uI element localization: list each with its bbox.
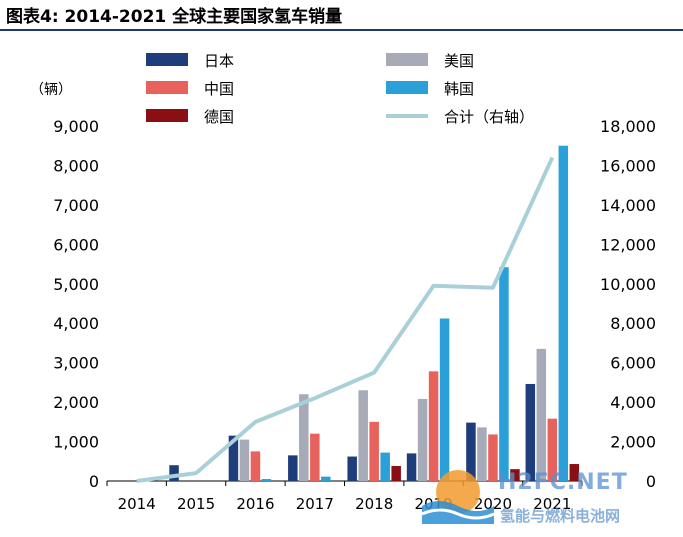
bar <box>417 398 428 481</box>
watermark-logo-icon <box>421 470 495 524</box>
bar <box>466 422 476 481</box>
y2-tick-label: 14,000 <box>600 196 656 215</box>
chart-title: 图表4: 2014-2021 全球主要国家氢车销量 <box>6 7 343 27</box>
x-tick-label: 2021 <box>533 495 571 513</box>
y-tick-label: 5,000 <box>53 275 99 294</box>
bar <box>358 390 368 481</box>
y-axis-label: （辆） <box>30 82 72 98</box>
bar <box>569 464 580 481</box>
bar <box>391 466 401 481</box>
bar <box>525 383 536 481</box>
bar <box>406 453 417 481</box>
y-tick-label: 2,000 <box>53 393 99 412</box>
legend-swatch <box>386 53 428 66</box>
x-tick-label: 2014 <box>118 495 156 513</box>
watermark-subtitle: 氢能与燃料电池网 <box>500 507 621 525</box>
y2-tick-label: 2,000 <box>610 433 656 452</box>
legend-label: 韩国 <box>444 80 474 98</box>
x-tick-label: 2017 <box>296 495 334 513</box>
legend-swatch <box>146 53 188 66</box>
bar <box>239 439 250 481</box>
watermark-brand: H2FC.NET <box>498 470 628 495</box>
y-tick-label: 8,000 <box>53 156 99 175</box>
legend-swatch <box>146 109 188 122</box>
y-tick-label: 3,000 <box>53 354 99 373</box>
legend-label: 美国 <box>444 52 474 70</box>
legend-label: 合计（右轴） <box>444 108 534 126</box>
title-divider <box>0 29 683 31</box>
bar <box>488 434 498 481</box>
y2-tick-label: 0 <box>646 472 656 491</box>
total-line <box>136 156 555 483</box>
bar <box>428 371 439 481</box>
x-tick-label: 2015 <box>177 495 215 513</box>
bar <box>347 456 357 481</box>
bar <box>547 418 558 481</box>
bar <box>369 421 379 481</box>
bar <box>439 318 450 481</box>
x-tick-label: 2016 <box>236 495 274 513</box>
y-tick-label: 0 <box>89 472 99 491</box>
y2-tick-label: 6,000 <box>610 354 656 373</box>
total-line-path <box>136 156 555 483</box>
y2-tick-label: 10,000 <box>600 275 656 294</box>
legend-swatch <box>386 114 428 118</box>
legend-label: 德国 <box>204 108 234 126</box>
tick-labels: 0 1,000 2,000 3,000 4,000 5,000 6,000 7,000 8,00… <box>53 117 656 513</box>
bar <box>228 435 239 481</box>
bar <box>477 427 487 481</box>
bar <box>536 348 547 481</box>
bar <box>321 476 331 481</box>
bar <box>499 267 509 481</box>
y-tick-label: 7,000 <box>53 196 99 215</box>
y2-tick-label: 12,000 <box>600 235 656 254</box>
legend-swatch <box>146 81 188 94</box>
bar <box>250 451 261 481</box>
legend-label: 日本 <box>204 52 234 70</box>
y2-tick-label: 16,000 <box>600 156 656 175</box>
bar <box>288 455 298 481</box>
y-tick-label: 6,000 <box>53 235 99 254</box>
x-tick-label: 2020 <box>474 495 512 513</box>
legend-swatch <box>386 81 428 94</box>
y-tick-label: 9,000 <box>53 117 99 136</box>
bar <box>510 469 520 481</box>
bar-series <box>169 145 580 481</box>
bar <box>558 145 569 481</box>
bar <box>261 479 272 481</box>
bar <box>299 394 309 481</box>
y2-tick-label: 8,000 <box>610 314 656 333</box>
y-tick-label: 4,000 <box>53 314 99 333</box>
bar <box>310 433 320 481</box>
bar <box>169 465 179 481</box>
legend-label: 中国 <box>204 80 234 98</box>
y-tick-label: 1,000 <box>53 433 99 452</box>
bar <box>380 452 390 481</box>
y2-tick-label: 18,000 <box>600 117 656 136</box>
y2-tick-label: 4,000 <box>610 393 656 412</box>
x-tick-label: 2018 <box>355 495 393 513</box>
